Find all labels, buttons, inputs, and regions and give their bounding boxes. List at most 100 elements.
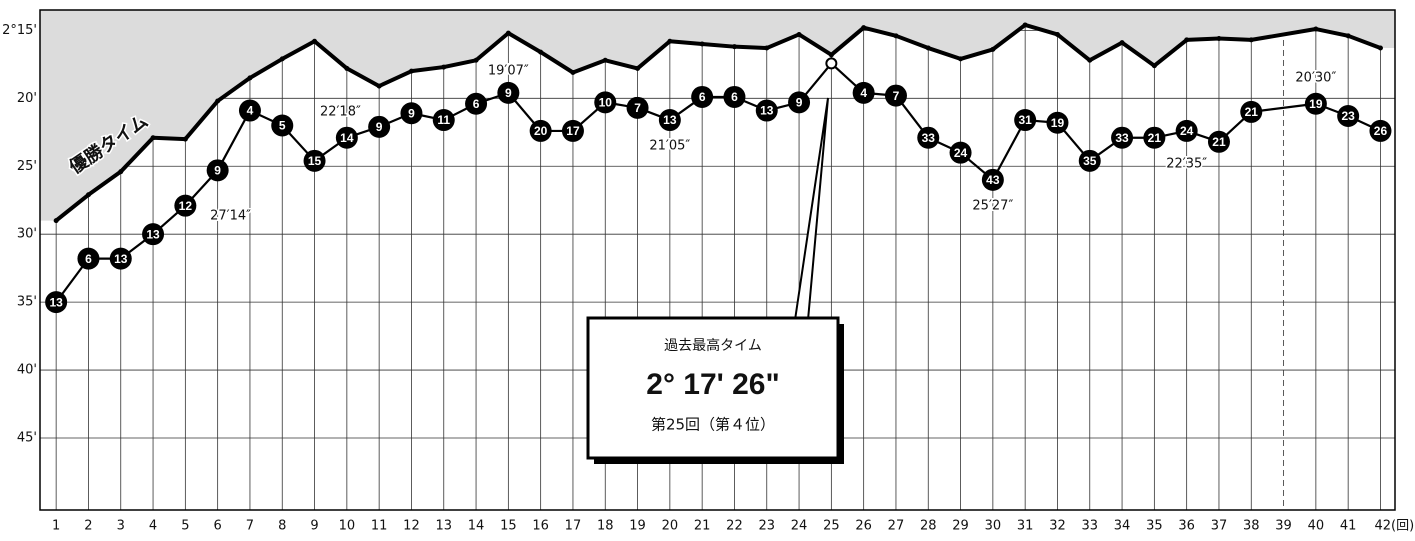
rank-label: 5 — [279, 119, 286, 133]
team-line — [55, 62, 1381, 303]
rank-label: 13 — [114, 252, 128, 266]
x-tick-label: 22 — [726, 519, 743, 534]
rank-badge — [45, 291, 68, 314]
point — [893, 33, 899, 39]
callout-heading: 過去最高タイム — [664, 337, 762, 354]
rank-badge — [368, 115, 391, 138]
y-tick-label: 25' — [17, 159, 37, 174]
rank-label: 4 — [860, 86, 867, 100]
annotation: 22′18″ — [320, 105, 361, 120]
x-tick-label: 8 — [278, 519, 286, 534]
x-tick-label: 38 — [1243, 519, 1260, 534]
point — [990, 46, 996, 52]
point — [1087, 57, 1093, 63]
rank-badge — [884, 84, 907, 107]
point — [1119, 40, 1125, 46]
rank-label: 6 — [731, 90, 738, 104]
point — [925, 45, 931, 51]
rank-label: 9 — [214, 163, 221, 177]
point — [731, 44, 737, 50]
rank-label: 7 — [893, 89, 900, 103]
rank-badge — [238, 99, 261, 122]
x-tick-label: 16 — [532, 519, 549, 534]
point — [441, 64, 447, 70]
callout-time: 2° 17' 26" — [646, 368, 779, 401]
rank-badge — [626, 96, 649, 119]
x-tick-label: 17 — [565, 519, 582, 534]
annotation: 20′30″ — [1295, 71, 1336, 86]
point — [118, 169, 124, 175]
point — [861, 25, 867, 31]
rank-badge — [271, 114, 294, 137]
point — [1313, 26, 1319, 32]
annotation: 27′14″ — [210, 209, 251, 224]
point — [85, 192, 91, 198]
point — [538, 49, 544, 55]
callout: 過去最高タイム 2° 17' 26" 第25回（第４位） — [586, 97, 844, 464]
rank-badge — [1207, 130, 1230, 153]
x-tick-label: 36 — [1178, 519, 1195, 534]
rank-label: 24 — [1180, 124, 1194, 138]
rank-badge — [1175, 119, 1198, 142]
rank-badge — [1143, 126, 1166, 149]
rank-label: 17 — [566, 124, 580, 138]
point — [344, 65, 350, 71]
point — [408, 68, 414, 74]
rank-badge — [1240, 100, 1263, 123]
rank-badge — [917, 126, 940, 149]
point — [1216, 36, 1222, 42]
rank-badge — [1078, 149, 1101, 172]
x-tick-label: 28 — [920, 519, 937, 534]
rank-label: 23 — [1341, 109, 1355, 123]
rank-label: 43 — [986, 173, 1000, 187]
x-tick-label: 33 — [1081, 519, 1098, 534]
rank-label: 6 — [699, 90, 706, 104]
rank-badge — [529, 119, 552, 142]
point — [215, 98, 221, 104]
area-shading — [40, 10, 1395, 221]
callout-pointer — [793, 97, 829, 321]
rank-label: 4 — [247, 104, 254, 118]
rank-label: 21 — [1245, 105, 1259, 119]
point — [764, 45, 770, 51]
point — [505, 30, 511, 36]
rank-badge — [303, 149, 326, 172]
point — [312, 38, 318, 44]
rank-label: 19 — [1309, 97, 1323, 111]
x-tick-label: 35 — [1146, 519, 1163, 534]
rank-label: 14 — [340, 131, 354, 145]
annotation: 22′35″ — [1166, 157, 1207, 172]
rank-badge — [400, 102, 423, 125]
rank-label: 15 — [308, 154, 322, 168]
rank-label: 9 — [796, 96, 803, 110]
rank-badge — [465, 92, 488, 115]
point — [1248, 37, 1254, 43]
point — [635, 65, 641, 71]
x-tick-label: 41 — [1340, 519, 1357, 534]
point — [279, 56, 285, 62]
rank-badge — [109, 247, 132, 270]
x-tick-label: 24 — [791, 519, 808, 534]
y-tick-label: 2°15' — [2, 23, 37, 38]
x-tick-label: 34 — [1114, 519, 1131, 534]
annotation: 25′27″ — [972, 199, 1013, 214]
point — [667, 38, 673, 44]
rank-label: 9 — [376, 120, 383, 134]
rank-label: 21 — [1148, 131, 1162, 145]
point — [1345, 33, 1351, 39]
x-tick-label: 10 — [339, 519, 356, 534]
rank-label: 6 — [473, 97, 480, 111]
rank-badge — [1046, 111, 1069, 134]
rank-label: 13 — [663, 113, 677, 127]
rank-label: 13 — [49, 295, 63, 309]
point — [1377, 45, 1383, 51]
rank-label: 13 — [760, 104, 774, 118]
rank-label: 26 — [1374, 124, 1388, 138]
x-tick-label: 4 — [149, 519, 157, 534]
point — [796, 31, 802, 37]
rank-badge — [658, 109, 681, 132]
point — [473, 57, 479, 63]
x-tick-label: 9 — [310, 519, 318, 534]
point — [1184, 37, 1190, 43]
point — [376, 83, 382, 89]
